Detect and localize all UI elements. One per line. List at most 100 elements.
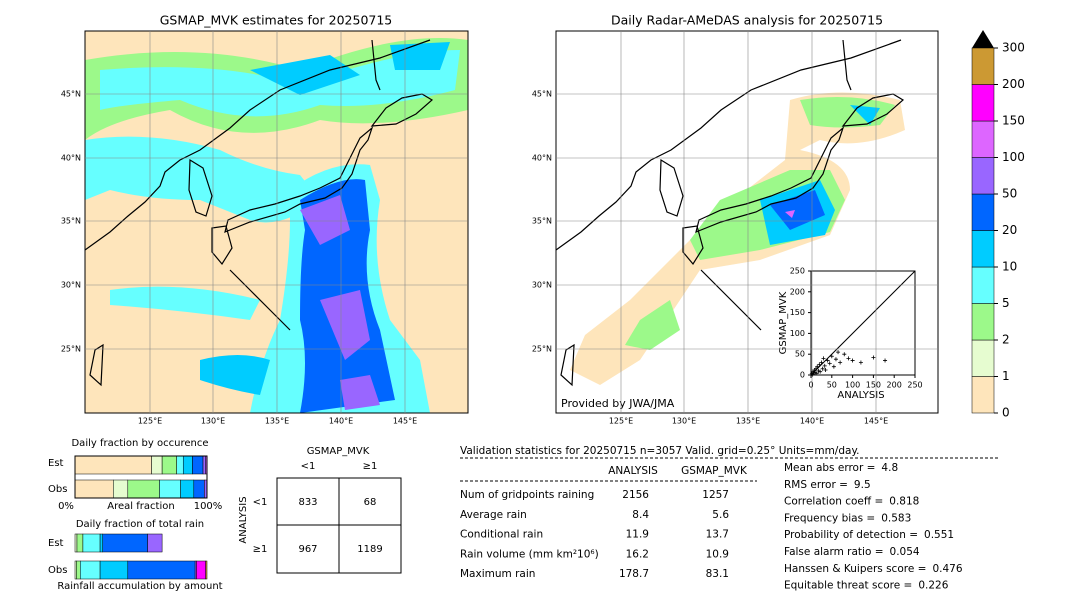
row-label: Est [48,458,64,469]
scatter-point [831,364,836,369]
contingency-title: GSMAP_MVK [307,446,370,457]
map-title: Daily Radar-AMeDAS analysis for 20250715 [611,13,883,28]
fraction-segment [127,560,196,580]
fraction-segment [147,533,163,553]
scatter-point [813,366,818,371]
score-label: Frequency bias = [784,512,875,524]
lon-label: 125°E [609,417,633,426]
colorbar-band [971,157,995,195]
scatter-point [838,360,843,365]
fraction-segment [127,479,160,499]
scatter-point [817,362,822,367]
row-label: Obs [48,484,67,495]
fraction-segment [202,455,206,475]
fraction-segment [102,533,148,553]
scatter-point [822,363,827,368]
colorbar-label: 2 [1002,333,1010,347]
lat-label: 40°N [61,154,81,163]
scatter-point [821,356,826,361]
score-label: Mean abs error = [784,462,875,474]
colorbar-band [971,47,995,85]
colorbar-label: 200 [1002,77,1025,91]
fraction-segment [74,533,78,553]
cell: 83.1 [706,568,729,580]
fraction-segment [74,455,152,475]
colorbar-label: 5 [1002,296,1010,310]
contingency-ylabel: ANALYSIS [238,496,249,543]
scatter-point [836,350,841,355]
lon-label: 140°E [329,417,353,426]
scatter-xlabel: ANALYSIS [837,390,884,401]
row-label: Est [48,538,64,549]
col-header: GSMAP_MVK [681,465,748,477]
map-title: GSMAP_MVK estimates for 20250715 [160,13,393,28]
cell: 13.7 [706,529,729,541]
lon-label: 125°E [138,417,162,426]
validation-header: Validation statistics for 20250715 n=305… [460,445,860,457]
colorbar-label: 10 [1002,260,1017,274]
lon-label: 145°E [864,417,888,426]
x-tick-label: 200 [887,381,902,390]
cell: 1257 [702,489,729,501]
scatter-point [820,366,825,371]
fraction-segment [193,479,205,499]
left-map [85,31,468,413]
axis-label: 0% [58,501,74,512]
fraction-segment [180,479,195,499]
scatter-point [815,364,820,369]
lat-label: 45°N [61,90,81,99]
cell: 8.4 [632,509,649,521]
credit: Provided by JWA/JMA [561,397,675,410]
row-label: Maximum rain [460,568,535,580]
map-frame [84,30,469,414]
x-tick-label: 100 [845,381,860,390]
score-value: 4.8 [881,462,898,474]
score-label: Probability of detection = [784,529,918,541]
lon-label: 145°E [393,417,417,426]
row-label: Obs [48,565,67,576]
score-label: Correlation coeff = [784,496,883,508]
fraction-title: Daily fraction by occurence [71,438,208,449]
score-value: 0.476 [932,563,962,575]
lat-label: 25°N [61,345,81,354]
x-tick-label: 150 [866,381,881,390]
axis-label: Areal fraction [107,501,174,512]
fraction-segment [196,560,206,580]
colorbar-extend [972,30,994,48]
row-label: Rain volume (mm km²10⁶) [460,548,599,560]
fraction-segment [151,455,163,475]
scatter-point [833,357,838,362]
scatter-point [846,356,851,361]
lat-label: 35°N [61,217,81,226]
scatter-point [842,352,847,357]
cell: 16.2 [626,548,649,560]
score-value: 0.226 [918,580,948,592]
y-tick-label: 0 [800,371,805,380]
fraction-frame [74,455,208,499]
y-tick-label: 250 [790,267,805,276]
col-header: ≥1 [363,461,378,472]
colorbar-band [971,230,995,268]
scatter-point [819,360,824,365]
y-tick-label: 150 [790,308,805,317]
x-tick-label: 0 [808,381,813,390]
fraction-segment [74,479,114,499]
row-header: <1 [253,497,268,508]
row-label: Conditional rain [460,529,543,541]
scatter-point [818,369,823,374]
scatter-point [850,358,855,363]
lat-label: 30°N [61,281,81,290]
lon-label: 135°E [265,417,289,426]
fraction-segment [82,533,101,553]
colorbar-label: 1 [1002,369,1010,383]
scatter-point [823,368,828,373]
colorbar-band [971,376,995,414]
row-label: Average rain [460,509,527,521]
x-tick-label: 50 [827,381,837,390]
col-header: <1 [301,461,316,472]
y-tick-label: 50 [795,350,805,359]
fraction-segment [80,560,101,580]
scatter-point [809,371,814,376]
scatter-point [883,358,888,363]
fraction-footer: Rainfall accumulation by amount [57,581,222,592]
